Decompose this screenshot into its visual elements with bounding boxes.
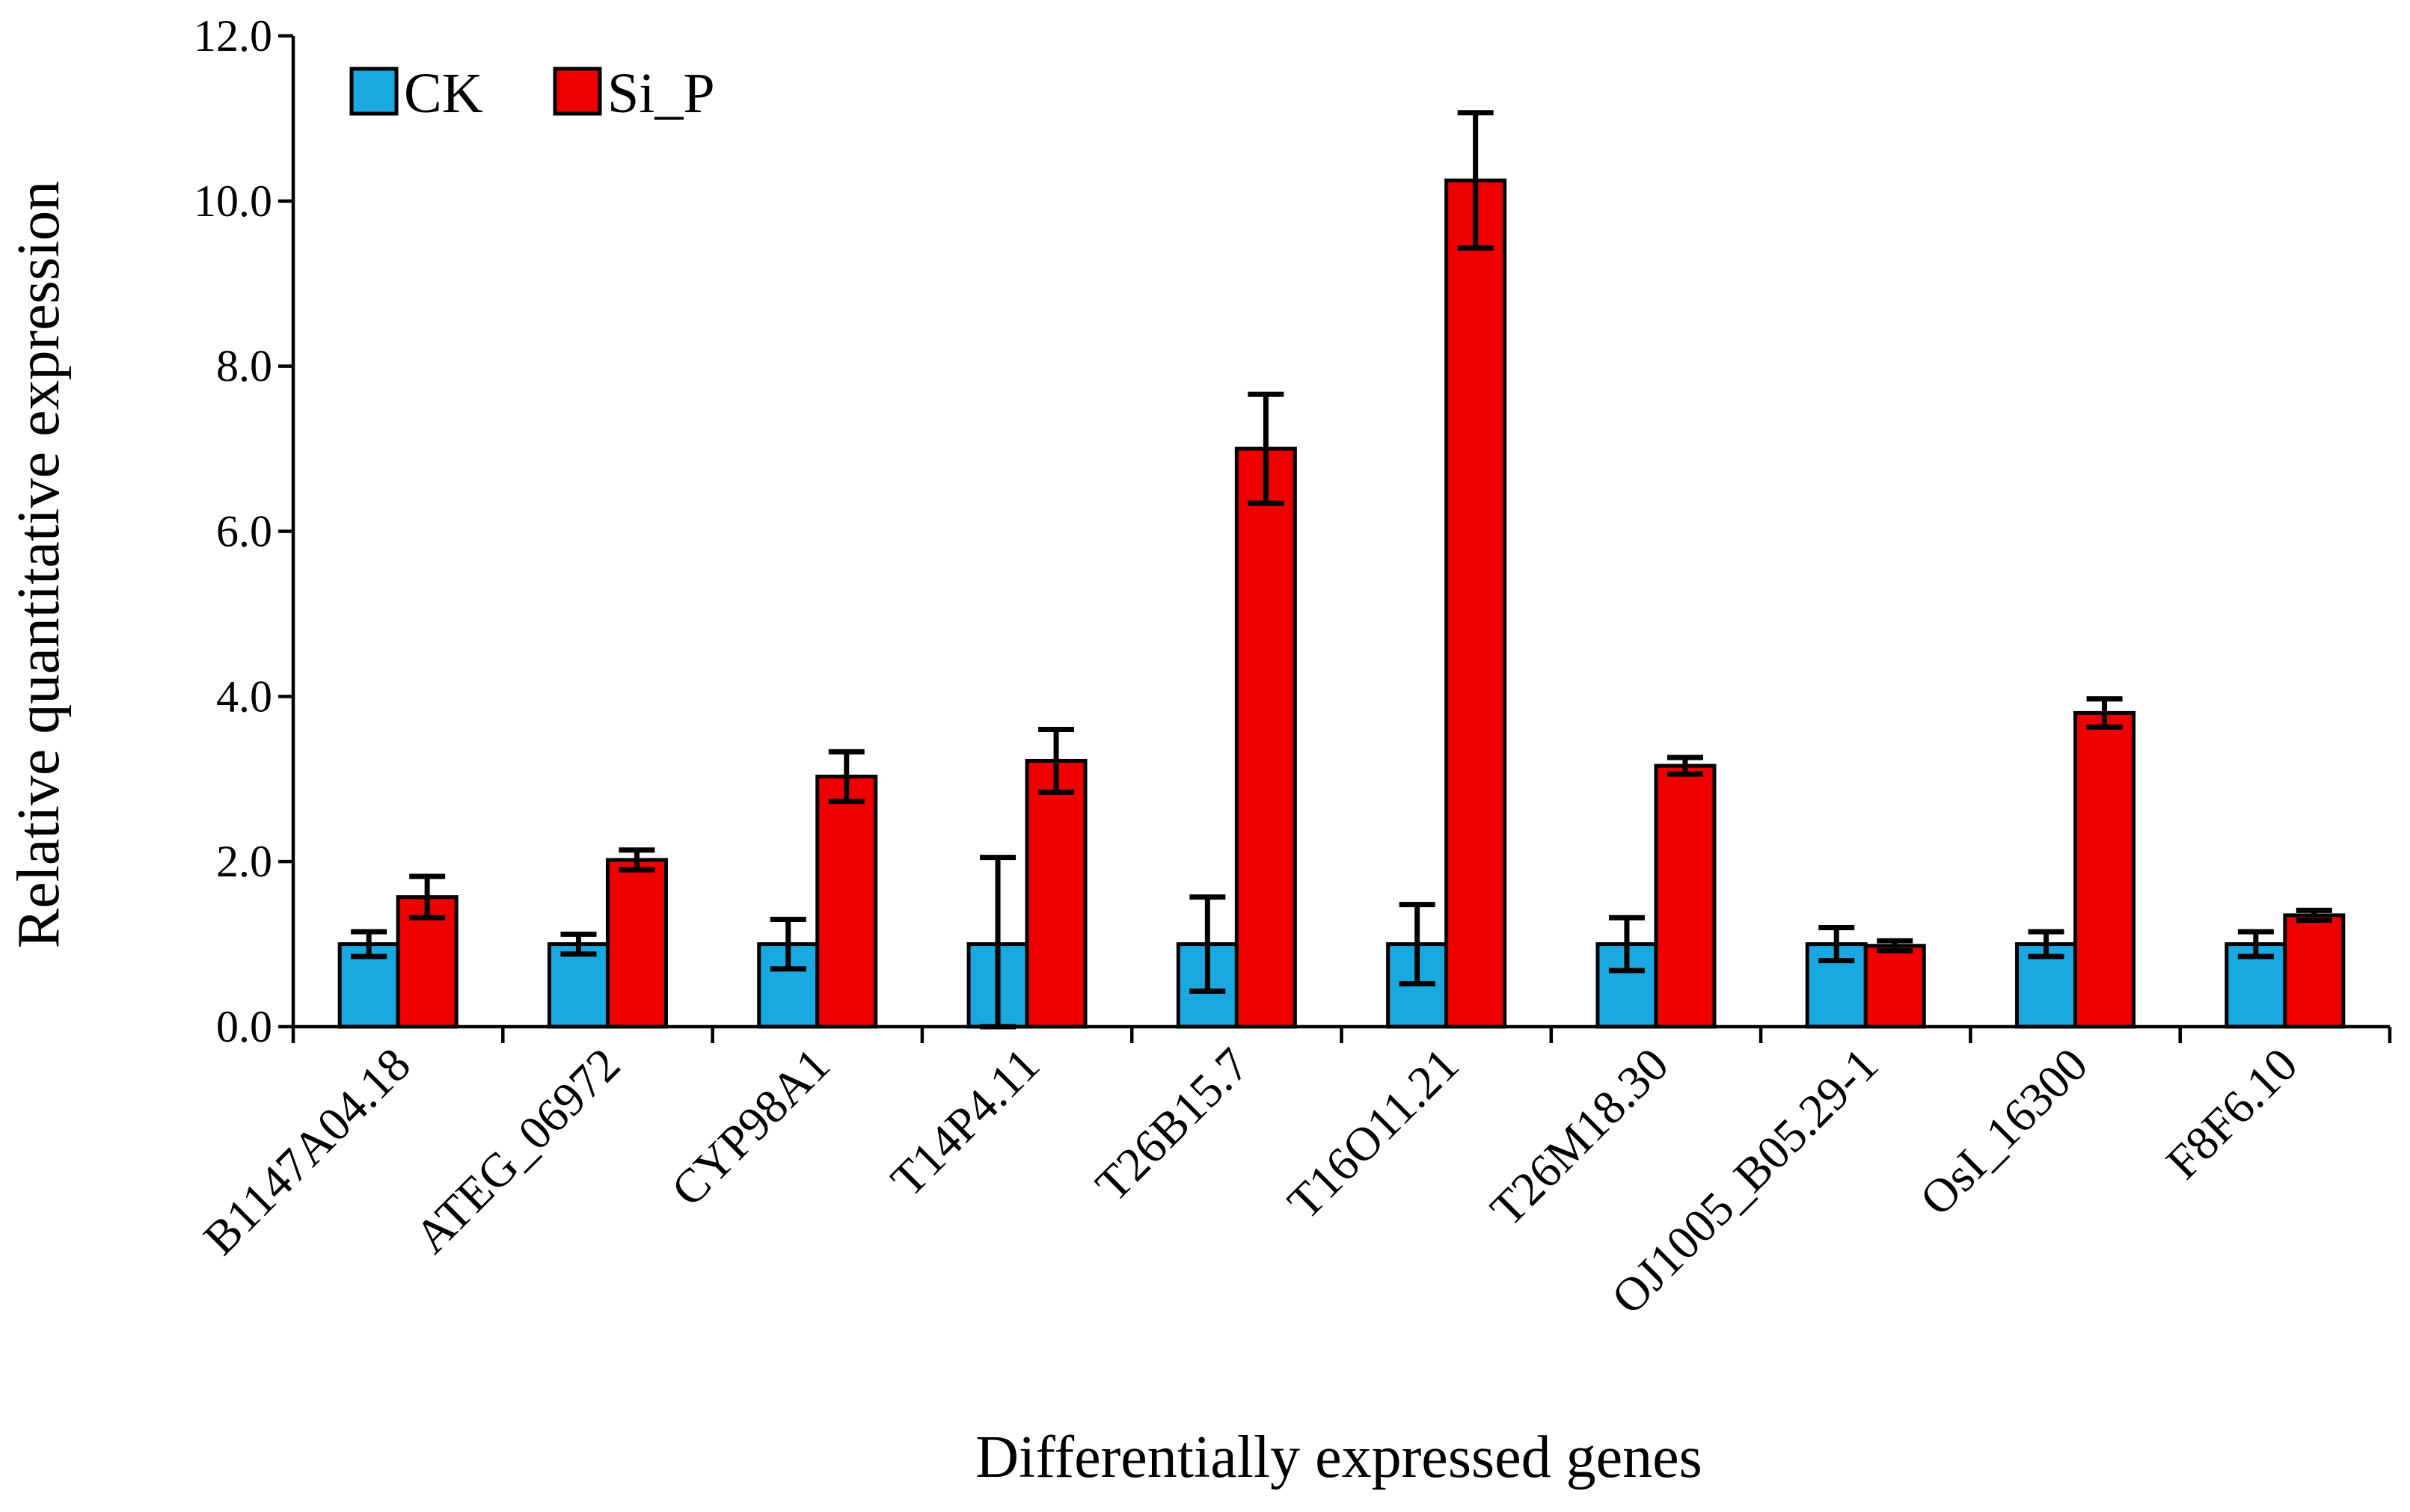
legend-label-si-p: Si_P xyxy=(607,62,715,125)
y-tick-label: 6.0 xyxy=(216,507,272,556)
legend-swatch-si-p xyxy=(553,67,602,116)
legend-label-ck: CK xyxy=(404,62,483,125)
error-bar-si-p-0 xyxy=(409,873,446,921)
y-axis-title: Relative quantitative expression xyxy=(6,181,72,948)
error-bar-ck-6 xyxy=(1608,915,1645,974)
x-tick-label: B1147A04.18 xyxy=(193,1038,420,1265)
error-bar-ck-3 xyxy=(980,855,1017,1030)
bar-ck-1 xyxy=(547,942,610,1029)
bar-si-p-8 xyxy=(2073,710,2136,1029)
error-bar-ck-7 xyxy=(1818,925,1855,964)
x-tick-label: OsI_16300 xyxy=(1910,1038,2097,1226)
error-bar-si-p-8 xyxy=(2086,696,2123,730)
y-tick-label: 2.0 xyxy=(216,837,272,886)
error-bar-si-p-3 xyxy=(1038,727,1075,795)
error-bar-si-p-4 xyxy=(1248,391,1284,506)
error-bar-ck-1 xyxy=(560,931,597,957)
error-bar-ck-9 xyxy=(2237,929,2274,959)
error-bar-ck-5 xyxy=(1399,902,1435,987)
error-bar-si-p-6 xyxy=(1667,755,1703,777)
error-bar-si-p-1 xyxy=(619,847,655,873)
error-bar-si-p-5 xyxy=(1457,110,1494,251)
error-bar-si-p-2 xyxy=(828,749,865,805)
plot-area: 0.0 2.0 4.0 6.0 8.0 10.0 12.0 B1147A04.18ATEG_0… xyxy=(193,11,2392,1324)
error-bar-ck-8 xyxy=(2028,929,2064,959)
y-tick-label: 10.0 xyxy=(194,176,272,226)
y-tick-label: 0.0 xyxy=(216,1002,272,1051)
bar-si-p-3 xyxy=(1025,758,1088,1029)
error-bar-si-p-9 xyxy=(2296,907,2332,924)
legend-swatch-ck xyxy=(349,67,399,116)
x-tick-label: CYP98A1 xyxy=(661,1038,840,1217)
error-bar-ck-4 xyxy=(1189,894,1226,995)
bar-si-p-7 xyxy=(1863,944,1926,1029)
x-tick-label: T26B15.7 xyxy=(1085,1038,1259,1211)
bar-si-p-5 xyxy=(1444,178,1507,1029)
error-bar-si-p-7 xyxy=(1877,938,1913,953)
bar-si-p-4 xyxy=(1234,446,1297,1029)
x-tick-label: T26M18.30 xyxy=(1480,1038,1678,1236)
x-tick-label: ATEG_06972 xyxy=(405,1038,631,1264)
x-tick-label: F8F6.10 xyxy=(2156,1038,2307,1189)
bar-si-p-2 xyxy=(815,774,878,1029)
x-axis-title: Differentially expressed genes xyxy=(975,1425,1702,1490)
y-tick-label: 8.0 xyxy=(216,342,272,391)
x-tick-label: T14P4.11 xyxy=(880,1038,1049,1207)
bar-ck-2 xyxy=(757,942,820,1029)
error-bar-ck-2 xyxy=(770,916,806,972)
error-bar-ck-0 xyxy=(351,929,387,959)
bar-si-p-6 xyxy=(1654,763,1717,1029)
legend: CK Si_P xyxy=(349,62,715,125)
y-tick-label: 4.0 xyxy=(216,672,272,721)
y-tick-label: 12.0 xyxy=(194,11,272,61)
x-tick-label: T16O11.21 xyxy=(1278,1038,1469,1229)
bar-si-p-1 xyxy=(605,858,668,1029)
bar-si-p-9 xyxy=(2283,913,2346,1029)
